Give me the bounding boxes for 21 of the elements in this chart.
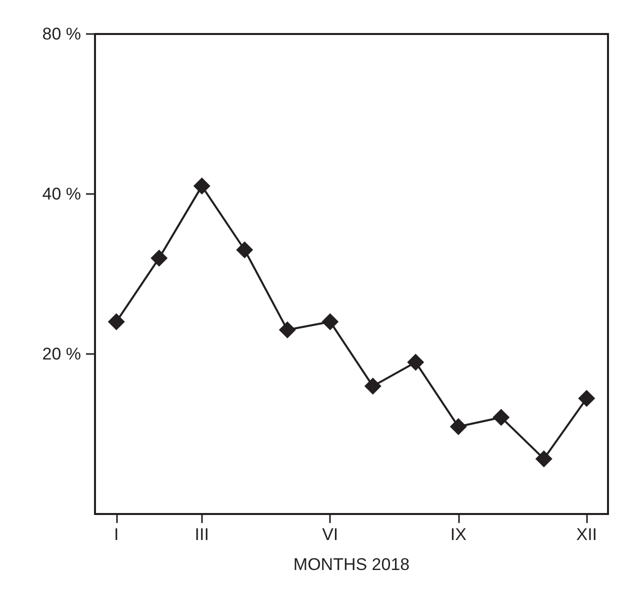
point bbox=[236, 241, 254, 258]
point bbox=[322, 313, 339, 330]
point bbox=[108, 313, 125, 330]
point bbox=[492, 408, 510, 426]
x-tick-label: III bbox=[194, 525, 209, 544]
point bbox=[278, 321, 296, 338]
point bbox=[578, 390, 596, 407]
point bbox=[193, 178, 210, 195]
x-axis-title: MONTHS 2018 bbox=[293, 555, 410, 574]
point bbox=[450, 418, 467, 436]
point bbox=[535, 450, 552, 468]
x-tick-label: I bbox=[114, 525, 119, 544]
y-tick-label: 40 % bbox=[42, 184, 81, 204]
y-tick-label: 20 % bbox=[42, 344, 81, 364]
y-tick-label: 80 % bbox=[42, 24, 81, 44]
x-tick-label: VI bbox=[322, 525, 338, 544]
point bbox=[150, 250, 168, 267]
x-tick-label: IX bbox=[450, 525, 466, 544]
point bbox=[364, 378, 382, 395]
point bbox=[407, 354, 424, 371]
x-tick-label: XII bbox=[576, 525, 598, 544]
